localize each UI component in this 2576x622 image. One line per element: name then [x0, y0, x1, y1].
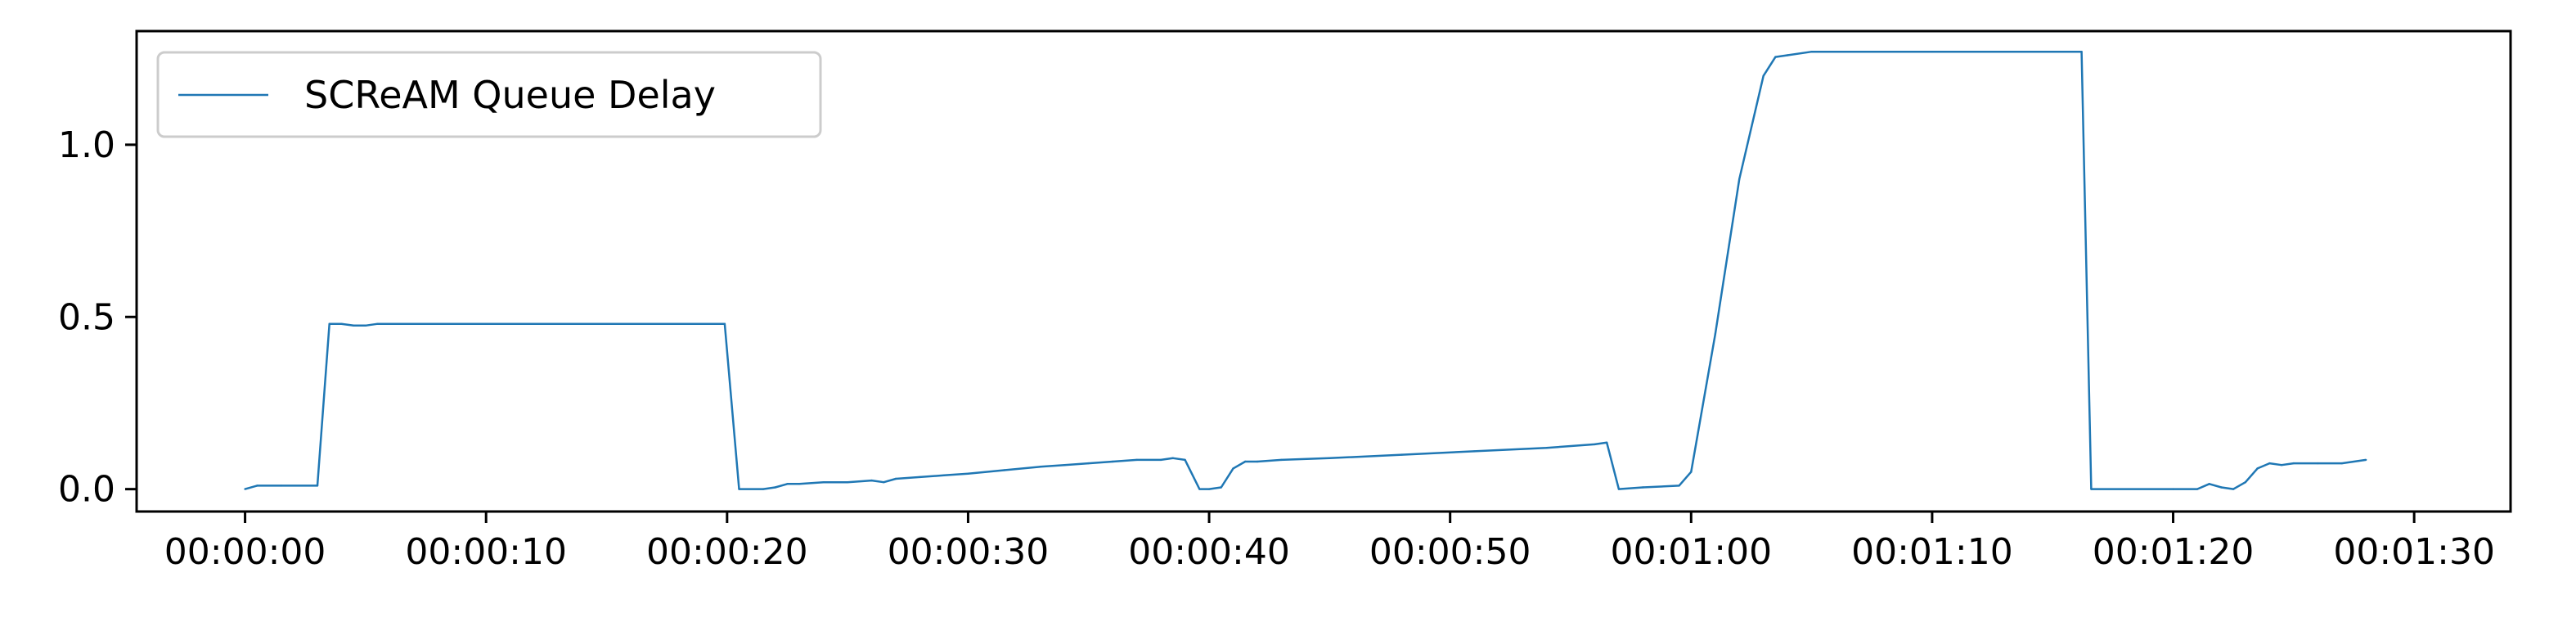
- data-point: [1207, 488, 1211, 490]
- data-point: [1159, 458, 1162, 462]
- data-point: [1786, 54, 1789, 56]
- data-point: [2208, 483, 2210, 485]
- data-point: [2080, 51, 2083, 53]
- y-tick-label: 0.0: [58, 469, 115, 511]
- data-point: [1171, 457, 1175, 459]
- x-tick-label: 00:00:50: [1369, 531, 1531, 573]
- data-point: [1810, 51, 1813, 53]
- data-point: [1039, 466, 1042, 468]
- x-tick-label: 00:00:20: [646, 531, 808, 573]
- x-tick-label: 00:01:00: [1610, 531, 1772, 573]
- data-point: [328, 322, 330, 325]
- data-point: [1003, 469, 1005, 471]
- data-point: [1690, 471, 1693, 473]
- data-point: [894, 477, 897, 480]
- x-axis: 00:00:00 00:00:10 00:00:20 00:00:30 00:00:40…: [164, 512, 2495, 573]
- data-point: [2090, 488, 2093, 490]
- legend-box: [156, 51, 822, 138]
- data-point: [2256, 467, 2259, 470]
- x-tick-label: 00:01:20: [2093, 531, 2255, 573]
- data-point: [1135, 458, 1138, 462]
- data-point: [2220, 486, 2223, 489]
- data-point: [2317, 462, 2319, 465]
- x-tick-label: 00:01:10: [1851, 531, 2013, 573]
- data-point: [1400, 453, 1404, 456]
- data-point: [244, 488, 246, 490]
- data-point: [919, 476, 921, 479]
- data-point: [256, 485, 258, 487]
- data-point: [1594, 443, 1596, 446]
- data-point: [713, 322, 717, 325]
- data-point: [2365, 458, 2367, 462]
- data-point: [2232, 488, 2235, 490]
- data-point: [1617, 488, 1621, 490]
- data-point: [2340, 462, 2343, 465]
- data-point: [786, 483, 789, 485]
- data-point: [1220, 486, 1223, 489]
- data-point: [485, 322, 488, 325]
- data-point: [340, 322, 343, 325]
- data-point: [1232, 467, 1234, 470]
- legend-label: SCReAM Queue Delay: [304, 73, 716, 117]
- plot-frame: [135, 29, 2512, 513]
- data-point: [316, 485, 319, 487]
- data-point: [870, 479, 873, 482]
- data-point: [1678, 485, 1680, 487]
- data-point: [2292, 462, 2295, 465]
- data-point: [1606, 441, 1608, 444]
- data-point: [942, 474, 946, 476]
- data-point: [738, 488, 740, 490]
- data-point: [1087, 462, 1090, 465]
- data-point: [2196, 488, 2199, 490]
- data-point: [723, 322, 726, 325]
- data-point: [1280, 458, 1283, 462]
- data-point: [2268, 462, 2271, 465]
- data-point: [1063, 464, 1066, 466]
- data-point: [1184, 458, 1186, 462]
- series-line-queue-delay: [245, 50, 2367, 490]
- x-tick-label: 00:00:10: [405, 531, 567, 573]
- data-point: [2280, 464, 2283, 466]
- y-axis: 0.0 0.5 1.0: [58, 124, 137, 511]
- data-point: [1112, 460, 1114, 463]
- y-tick-label: 1.0: [58, 124, 115, 166]
- data-point: [2172, 488, 2174, 490]
- data-point: [2244, 481, 2247, 484]
- data-point: [1774, 56, 1777, 58]
- data-point: [1256, 460, 1259, 463]
- data-point: [1931, 51, 1934, 53]
- data-point: [1244, 460, 1247, 463]
- data-point: [846, 481, 849, 484]
- data-point: [1472, 450, 1476, 453]
- legend: SCReAM Queue Delay: [156, 51, 822, 138]
- x-tick-label: 00:01:30: [2333, 531, 2495, 573]
- data-point: [353, 324, 355, 327]
- data-point: [1738, 178, 1741, 181]
- data-point: [967, 472, 969, 475]
- data-point: [1642, 486, 1644, 489]
- data-point: [883, 481, 885, 484]
- x-tick-label: 00:00:30: [888, 531, 1050, 573]
- data-point: [605, 322, 608, 325]
- data-point: [1762, 74, 1765, 77]
- x-tick-label: 00:00:40: [1128, 531, 1290, 573]
- y-tick-label: 0.5: [58, 296, 115, 338]
- data-point: [1328, 457, 1331, 459]
- data-point: [762, 488, 765, 490]
- data-point: [364, 324, 367, 327]
- data-point: [1545, 447, 1548, 449]
- data-point: [1714, 333, 1716, 336]
- data-point: [798, 483, 801, 485]
- data-point: [376, 322, 379, 325]
- x-tick-label: 00:00:00: [164, 531, 326, 573]
- series-layer: [244, 50, 2367, 490]
- data-point: [774, 486, 776, 489]
- data-point: [280, 485, 282, 487]
- data-point: [822, 481, 825, 484]
- data-point: [1198, 488, 1201, 490]
